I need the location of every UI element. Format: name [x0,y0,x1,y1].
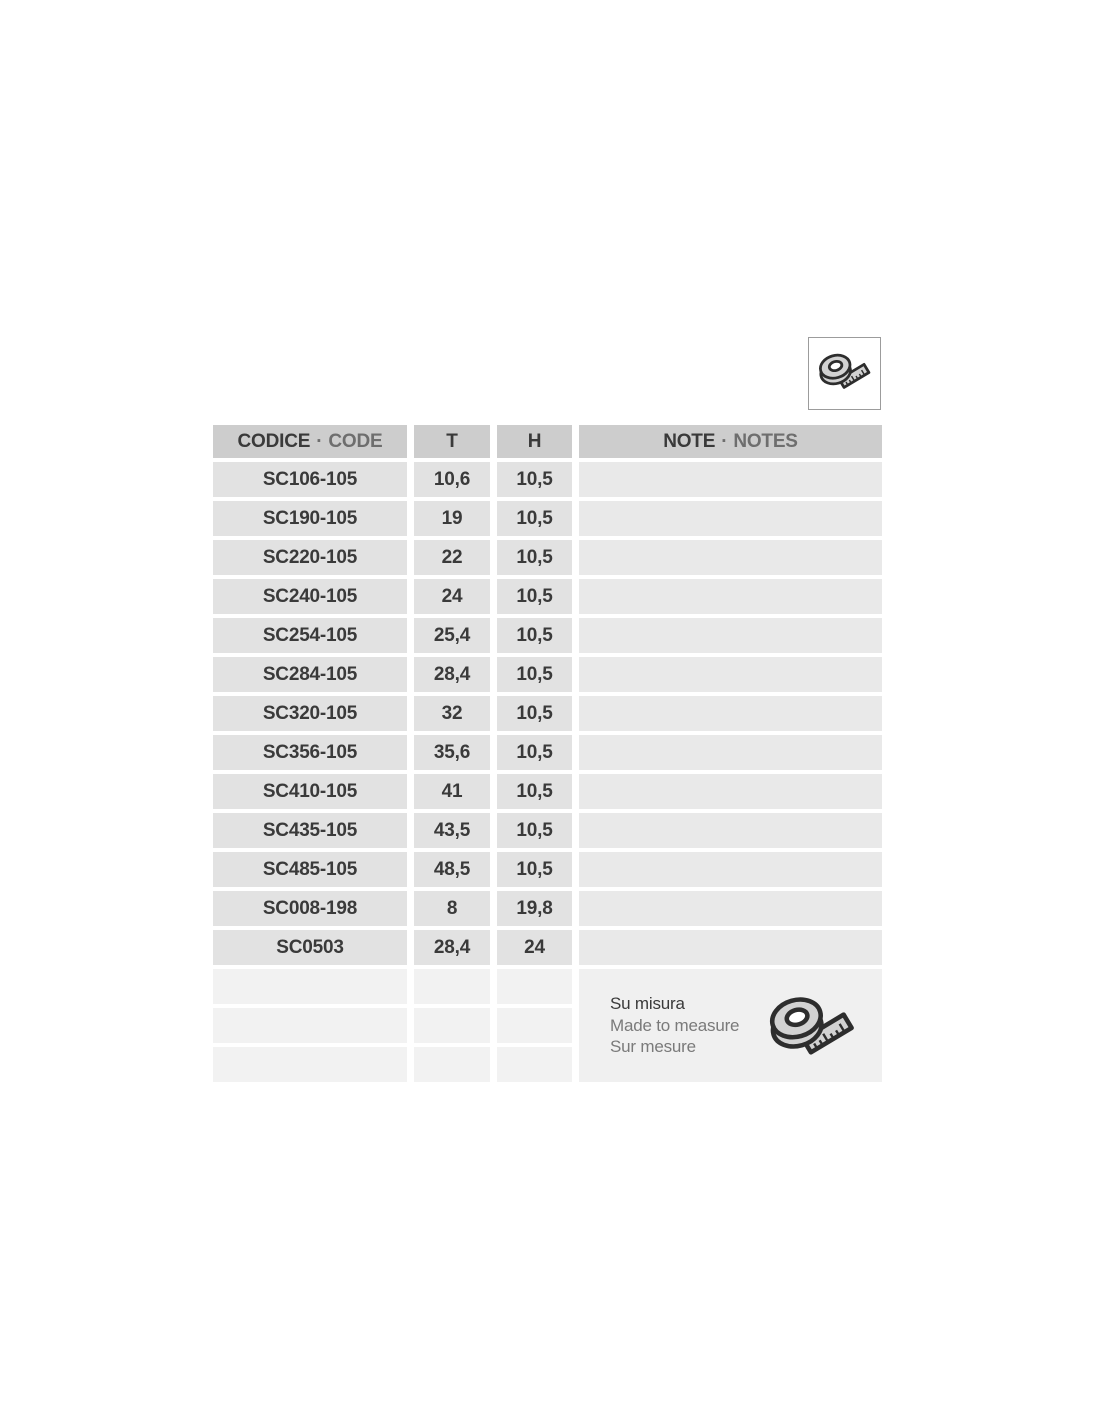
header-notes-secondary: NOTES [733,430,798,452]
h-cell: 10,5 [497,852,572,887]
note-cell [579,930,882,965]
h-cell: 10,5 [497,774,572,809]
column-header-t: T [414,425,490,458]
h-cell: 10,5 [497,501,572,536]
t-cell: 25,4 [414,618,490,653]
note-cell [579,540,882,575]
empty-code-cell [213,1008,407,1043]
made-to-measure-cell: Su misura Made to measure Sur mesure [579,969,882,1082]
t-cell: 19 [414,501,490,536]
note-cell [579,501,882,536]
made-to-measure-text: Su misura Made to measure Sur mesure [610,993,739,1058]
note-cell [579,618,882,653]
header-code-secondary: CODE [328,430,383,452]
column-header-notes: NOTE · NOTES [579,425,882,458]
note-cell [579,774,882,809]
note-cell [579,735,882,770]
t-cell: 22 [414,540,490,575]
h-cell: 24 [497,930,572,965]
t-cell: 28,4 [414,930,490,965]
code-cell: SC485-105 [213,852,407,887]
made-to-measure-line-fr: Sur mesure [610,1037,696,1057]
empty-t-cell [414,1047,490,1082]
code-cell: SC410-105 [213,774,407,809]
code-cell: SC435-105 [213,813,407,848]
t-cell: 43,5 [414,813,490,848]
code-cell: SC254-105 [213,618,407,653]
code-cell: SC106-105 [213,462,407,497]
code-cell: SC240-105 [213,579,407,614]
empty-code-cell [213,969,407,1004]
note-cell [579,462,882,497]
t-cell: 41 [414,774,490,809]
note-cell [579,891,882,926]
made-to-measure-line-en: Made to measure [610,1015,740,1035]
h-cell: 10,5 [497,813,572,848]
empty-h-cell [497,1008,572,1043]
note-cell [579,852,882,887]
empty-t-cell [414,1008,490,1043]
header-code-separator: · [316,430,323,452]
note-cell [579,813,882,848]
note-cell [579,579,882,614]
t-cell: 28,4 [414,657,490,692]
h-cell: 10,5 [497,618,572,653]
column-header-h: H [497,425,572,458]
t-cell: 8 [414,891,490,926]
h-cell: 10,5 [497,696,572,731]
empty-h-cell [497,1047,572,1082]
empty-t-cell [414,969,490,1004]
header-h-label: H [527,430,542,452]
h-cell: 10,5 [497,657,572,692]
t-cell: 32 [414,696,490,731]
code-cell: SC220-105 [213,540,407,575]
code-cell: SC008-198 [213,891,407,926]
made-to-measure-line-it: Su misura [610,994,685,1014]
h-cell: 10,5 [497,579,572,614]
header-t-label: T [446,430,458,452]
h-cell: 10,5 [497,540,572,575]
column-header-code: CODICE · CODE [213,425,407,458]
tape-measure-icon [765,993,860,1066]
header-notes-primary: NOTE [663,430,716,452]
code-cell: SC0503 [213,930,407,965]
empty-code-cell [213,1047,407,1082]
note-cell [579,657,882,692]
t-cell: 10,6 [414,462,490,497]
h-cell: 10,5 [497,735,572,770]
made-to-measure-icon-wrap [765,993,860,1071]
code-cell: SC320-105 [213,696,407,731]
t-cell: 48,5 [414,852,490,887]
t-cell: 24 [414,579,490,614]
product-spec-table: CODICE · CODE T H NOTE · NOTES Su misura… [213,425,882,1082]
tape-measure-icon [815,351,870,389]
t-cell: 35,6 [414,735,490,770]
header-notes-separator: · [721,430,728,452]
h-cell: 10,5 [497,462,572,497]
tape-measure-icon-box [808,337,881,410]
code-cell: SC356-105 [213,735,407,770]
code-cell: SC284-105 [213,657,407,692]
code-cell: SC190-105 [213,501,407,536]
note-cell [579,696,882,731]
header-code-primary: CODICE [237,430,311,452]
h-cell: 19,8 [497,891,572,926]
empty-h-cell [497,969,572,1004]
